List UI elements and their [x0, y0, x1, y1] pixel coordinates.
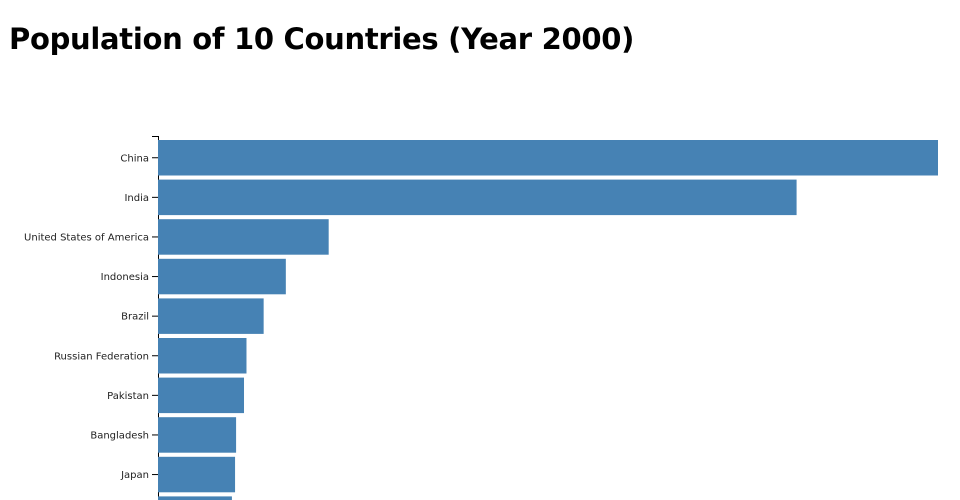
y-tick-label: United States of America: [24, 232, 149, 243]
y-axis: [152, 136, 159, 500]
bar: [158, 140, 938, 176]
bar: [158, 456, 236, 493]
y-tick-label: Bangladesh: [90, 430, 149, 441]
y-tick-label: Japan: [120, 470, 149, 481]
chart-title: Population of 10 Countries (Year 2000): [9, 22, 635, 56]
y-tick-label: China: [120, 153, 149, 164]
y-tick-label: Indonesia: [101, 272, 149, 283]
y-tick-label: India: [124, 193, 149, 204]
bar: [158, 219, 329, 255]
bar: [158, 377, 245, 414]
bar: [158, 179, 797, 216]
bar: [158, 338, 247, 374]
bar: [158, 417, 237, 453]
bar: [158, 496, 232, 500]
y-tick-label: Pakistan: [107, 391, 149, 402]
y-tick-label: Russian Federation: [54, 351, 149, 362]
bar: [158, 258, 286, 295]
y-tick-label: Brazil: [121, 312, 149, 323]
bar: [158, 298, 264, 334]
